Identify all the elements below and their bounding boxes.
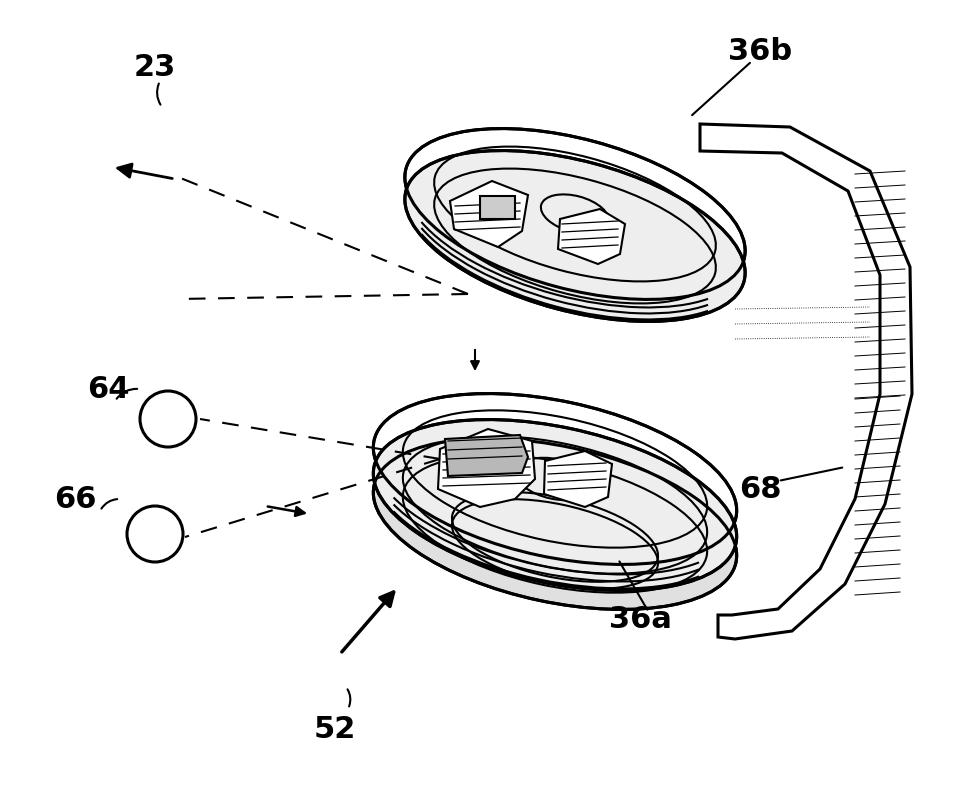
Ellipse shape (452, 492, 658, 582)
Text: 64: 64 (87, 375, 129, 404)
Polygon shape (445, 435, 528, 476)
Text: 52: 52 (314, 715, 356, 743)
Text: 36a: 36a (609, 605, 672, 634)
Ellipse shape (373, 439, 737, 610)
Ellipse shape (405, 152, 746, 322)
Ellipse shape (373, 420, 737, 591)
Ellipse shape (452, 500, 658, 589)
Polygon shape (438, 429, 535, 508)
Polygon shape (480, 196, 515, 220)
Polygon shape (450, 182, 528, 248)
Ellipse shape (405, 129, 746, 300)
Text: 66: 66 (54, 485, 97, 514)
Polygon shape (558, 210, 625, 265)
Text: 23: 23 (134, 54, 176, 83)
Text: 36b: 36b (728, 38, 792, 67)
Polygon shape (700, 125, 912, 639)
Ellipse shape (373, 394, 737, 565)
Polygon shape (544, 452, 612, 508)
Text: 68: 68 (739, 475, 781, 504)
